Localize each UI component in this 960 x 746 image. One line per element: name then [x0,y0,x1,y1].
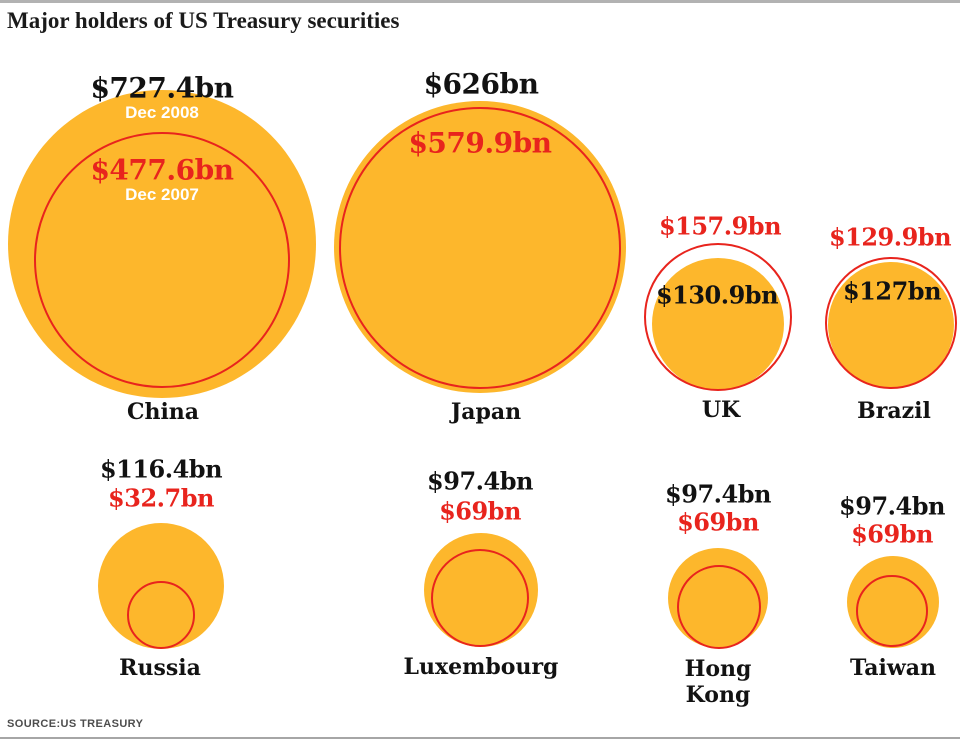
value-dec2007-china: $477.6bn [90,153,234,187]
value-dec2007-hong-kong: $69bn [677,507,759,537]
country-label-russia: Russia [119,655,201,682]
bubble-dec2007-outline-brazil [825,257,957,389]
value-dec2008-hong-kong: $97.4bn [665,479,771,509]
country-label-hong-kong: Hong Kong [684,656,752,708]
value-dec2007-uk: $157.9bn [658,211,782,241]
year-caption-dec2008: Dec 2008 [125,103,199,122]
value-dec2007-japan: $579.9bn [408,126,552,160]
bubble-dec2007-outline-japan [339,107,621,389]
bubble-dec2007-outline-luxembourg [431,549,529,647]
bottom-rule [0,737,960,739]
country-label-japan: Japan [450,399,522,426]
value-dec2008-luxembourg: $97.4bn [427,466,533,496]
country-label-luxembourg: Luxembourg [403,654,559,681]
country-label-uk: UK [701,397,741,424]
value-dec2008-china: $727.4bn [90,71,234,105]
bubble-dec2007-outline-uk [644,243,792,391]
value-dec2008-russia: $116.4bn [99,454,223,484]
year-caption-dec2007: Dec 2007 [125,185,199,204]
value-dec2008-brazil: $127bn [842,276,942,306]
value-dec2008-taiwan: $97.4bn [839,491,945,521]
top-rule [0,0,960,3]
bubble-dec2007-outline-taiwan [856,575,928,647]
source-label: SOURCE:US TREASURY [7,718,144,730]
country-label-taiwan: Taiwan [849,655,937,682]
value-dec2007-russia: $32.7bn [108,483,214,513]
value-dec2007-luxembourg: $69bn [439,496,521,526]
country-label-brazil: Brazil [857,398,931,425]
value-dec2008-uk: $130.9bn [655,280,779,310]
bubble-dec2007-outline-hong-kong [677,565,761,649]
bubble-dec2007-outline-russia [127,581,195,649]
country-label-china: China [126,399,200,426]
value-dec2007-taiwan: $69bn [851,519,933,549]
page-title: Major holders of US Treasury securities [7,8,400,33]
value-dec2007-brazil: $129.9bn [828,222,952,252]
value-dec2008-japan: $626bn [423,67,539,101]
bubble-dec2007-outline-china [34,132,290,388]
